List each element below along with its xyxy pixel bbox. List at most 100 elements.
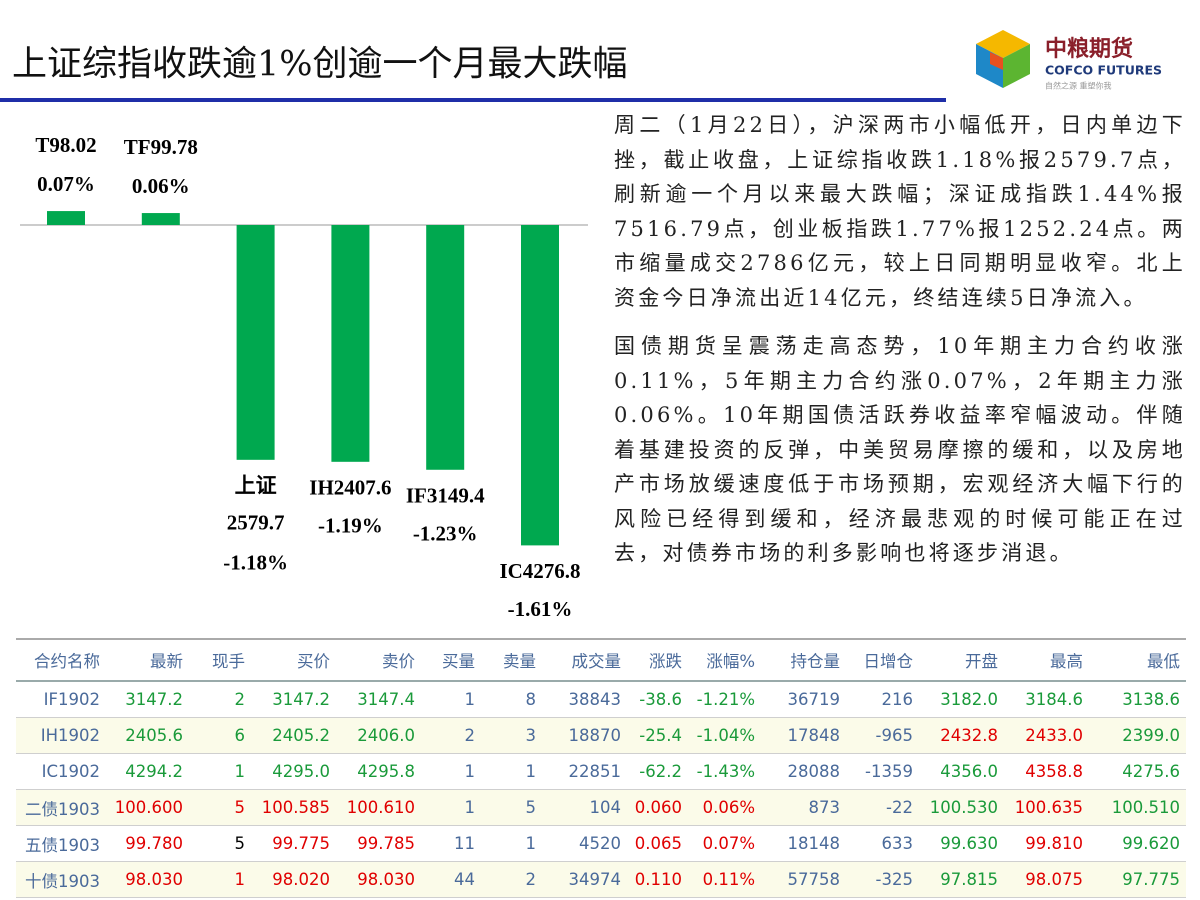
value-label: 0.07%	[37, 172, 95, 196]
table-cell: 98.075	[1004, 861, 1089, 898]
table-cell: 17848	[761, 717, 846, 754]
table-cell: -25.4	[627, 717, 688, 754]
column-header: 合约名称	[16, 638, 106, 682]
bar-label: 上证	[235, 474, 277, 498]
table-cell: 二债1903	[16, 789, 106, 826]
column-header: 现手	[189, 638, 251, 682]
table-row: IF1902 3147.2 2 3147.2 3147.4 1 8 38843 -38.6 -1.…	[16, 681, 1186, 718]
table-cell: 5	[189, 825, 251, 862]
table-cell: 873	[761, 789, 846, 826]
table-cell: -1359	[846, 753, 919, 790]
table-row: 十债1903 98.030 1 98.020 98.030 44 2 34974 0.110 0.…	[16, 861, 1186, 898]
table-row: 五债1903 99.780 5 99.775 99.785 11 1 4520 0.065 0.0…	[16, 825, 1186, 862]
table-cell: 11	[421, 825, 481, 862]
table-cell: 98.020	[251, 861, 336, 898]
table-cell: 5	[481, 789, 542, 826]
bar	[331, 225, 370, 462]
table-cell: 57758	[761, 861, 846, 898]
table-cell: IH1902	[16, 717, 106, 754]
table-cell: 1	[421, 789, 481, 826]
column-header: 开盘	[919, 638, 1004, 682]
table-cell: 2406.0	[336, 717, 421, 754]
table-cell: 3138.6	[1089, 681, 1186, 718]
table-cell: 104	[542, 789, 627, 826]
column-header: 涨跌	[627, 638, 688, 682]
table-cell: 2	[189, 681, 251, 718]
value-label: -1.18%	[223, 551, 288, 575]
bar	[236, 225, 275, 460]
table-cell: 216	[846, 681, 919, 718]
table-cell: 8	[481, 681, 542, 718]
table-cell: 4295.0	[251, 753, 336, 790]
table-cell: 4295.8	[336, 753, 421, 790]
column-header: 日增仓	[846, 638, 919, 682]
table-cell: 18870	[542, 717, 627, 754]
commentary: 周二（1月22日），沪深两市小幅低开，日内单边下挫，截止收盘，上证综指收跌1.1…	[614, 108, 1186, 585]
table-cell: 38843	[542, 681, 627, 718]
table-row: IC1902 4294.2 1 4295.0 4295.8 1 1 22851 -62.2 -1.…	[16, 753, 1186, 790]
bar-label: IH2407.6	[309, 476, 391, 500]
table-cell: 99.780	[106, 825, 189, 862]
table-cell: IF1902	[16, 681, 106, 718]
column-header: 最高	[1004, 638, 1089, 682]
paragraph: 国债期货呈震荡走高态势，10年期主力合约收涨0.11%，5年期主力合约涨0.07…	[614, 334, 1186, 565]
table-cell: 100.585	[251, 789, 336, 826]
table-row: IH1902 2405.6 6 2405.2 2406.0 2 3 18870 -25.4 -1.…	[16, 717, 1186, 754]
table-cell: 0.06%	[688, 789, 761, 826]
table-cell: 633	[846, 825, 919, 862]
column-header: 卖价	[336, 638, 421, 682]
table-cell: 1	[189, 861, 251, 898]
table-cell: 0.060	[627, 789, 688, 826]
table-cell: 1	[189, 753, 251, 790]
table-cell: 3147.2	[106, 681, 189, 718]
table-cell: 1	[481, 825, 542, 862]
table-cell: 100.530	[919, 789, 1004, 826]
table-cell: -22	[846, 789, 919, 826]
logo-english: COFCO FUTURES	[1045, 63, 1162, 78]
value-label: 0.06%	[132, 174, 190, 198]
column-header: 最新	[106, 638, 189, 682]
slide-title: 上证综指收跌逾1%创逾一个月最大跌幅	[12, 45, 628, 85]
column-header: 持仓量	[761, 638, 846, 682]
table-cell: 97.775	[1089, 861, 1186, 898]
bar-label: T98.02	[35, 133, 96, 157]
bar	[521, 225, 559, 546]
table-cell: 2	[481, 861, 542, 898]
table-cell: 99.620	[1089, 825, 1186, 862]
logo-slogan: 自然之源 重塑你我	[1045, 81, 1112, 91]
table-cell: -1.43%	[688, 753, 761, 790]
table-cell: 22851	[542, 753, 627, 790]
bar	[141, 213, 180, 225]
header-row: 合约名称 最新 现手 买价 卖价 买量 卖量 成交量 涨跌 涨幅% 持仓量 日增仓 开盘 最高 最低	[16, 638, 1186, 682]
table-cell: 0.07%	[688, 825, 761, 862]
paragraph: 周二（1月22日），沪深两市小幅低开，日内单边下挫，截止收盘，上证综指收跌1.1…	[614, 113, 1186, 310]
table-cell: 4358.8	[1004, 753, 1089, 790]
table-cell: 28088	[761, 753, 846, 790]
table-row: 二债1903 100.600 5 100.585 100.610 1 5 104 0.060 0.…	[16, 789, 1186, 826]
table-cell: 1	[421, 753, 481, 790]
table-cell: 3182.0	[919, 681, 1004, 718]
table-cell: 98.030	[106, 861, 189, 898]
bar-label: IF3149.4	[406, 484, 485, 508]
table-cell: -62.2	[627, 753, 688, 790]
table-cell: 6	[189, 717, 251, 754]
table-cell: 2432.8	[919, 717, 1004, 754]
table-cell: 5	[189, 789, 251, 826]
bar-chart: T98.02 0.07% TF99.78 0.06% 上证 2579.7 -1.18% IH2…	[35, 133, 580, 621]
table-cell: 2	[421, 717, 481, 754]
table-cell: 18148	[761, 825, 846, 862]
table-cell: 44	[421, 861, 481, 898]
table-cell: 99.775	[251, 825, 336, 862]
table-cell: 99.810	[1004, 825, 1089, 862]
table-cell: -1.21%	[688, 681, 761, 718]
table-cell: 3	[481, 717, 542, 754]
table-cell: 99.785	[336, 825, 421, 862]
table-cell: 34974	[542, 861, 627, 898]
bar	[426, 225, 465, 470]
value-label: -1.19%	[318, 514, 383, 538]
table-cell: 100.600	[106, 789, 189, 826]
column-header: 涨幅%	[688, 638, 761, 682]
table-cell: 36719	[761, 681, 846, 718]
column-header: 卖量	[481, 638, 542, 682]
value-label: -1.23%	[413, 522, 478, 546]
